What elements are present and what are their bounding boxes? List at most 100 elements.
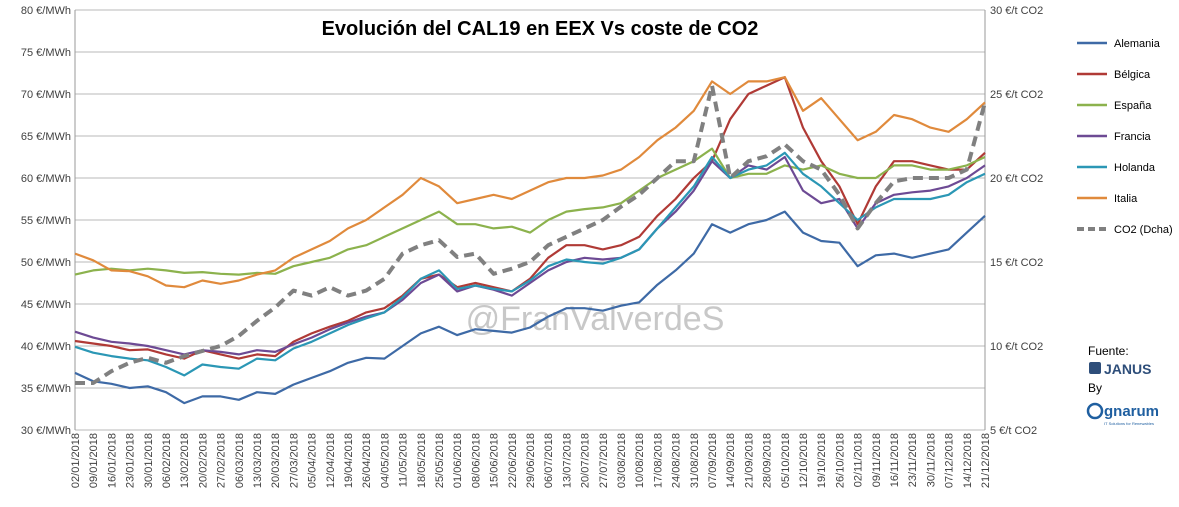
x-tick-label: 19/04/2018 xyxy=(343,433,355,488)
x-tick-label: 01/06/2018 xyxy=(452,433,464,488)
series-line-holanda xyxy=(74,151,986,377)
x-tick-label: 28/09/2018 xyxy=(762,433,774,488)
x-tick-label: 09/11/2018 xyxy=(871,433,883,487)
x-tick-label: 22/06/2018 xyxy=(507,433,519,488)
left-tick-label: 75 €/MWh xyxy=(21,47,71,59)
x-tick-label: 12/10/2018 xyxy=(798,433,810,488)
gnarum-logo-icon xyxy=(1086,402,1104,420)
x-tick-label: 20/02/2018 xyxy=(197,433,209,488)
left-axis: 30 €/MWh 35 €/MWh 40 €/MWh 45 €/MWh 50 €/MWh… xyxy=(21,5,71,437)
x-tick-label: 11/05/2018 xyxy=(398,433,410,487)
x-tick-label: 06/02/2018 xyxy=(161,433,173,488)
gnarum-logo: gnarum IT Solutions for Renewables xyxy=(1086,402,1159,426)
x-tick-label: 05/04/2018 xyxy=(307,433,319,488)
x-tick-label: 03/08/2018 xyxy=(616,433,628,488)
gnarum-logo-text: gnarum xyxy=(1104,403,1159,420)
x-tick-label: 13/07/2018 xyxy=(561,433,573,488)
x-tick-label: 14/09/2018 xyxy=(725,433,737,488)
legend-label: CO2 (Dcha) xyxy=(1114,224,1173,236)
series-line-alemania xyxy=(74,210,986,405)
legend-label: Francia xyxy=(1114,131,1152,143)
series-lines xyxy=(74,76,987,405)
legend-label: España xyxy=(1114,100,1152,112)
chart-title: Evolución del CAL19 en EEX Vs coste de C… xyxy=(322,18,759,40)
janus-logo-icon xyxy=(1089,362,1101,374)
x-tick-label: 26/04/2018 xyxy=(361,433,373,488)
x-tick-label: 27/07/2018 xyxy=(598,433,610,488)
left-tick-label: 30 €/MWh xyxy=(21,425,71,437)
x-tick-label: 02/11/2018 xyxy=(853,433,865,487)
x-tick-label: 06/07/2018 xyxy=(543,433,555,488)
left-tick-label: 80 €/MWh xyxy=(21,5,71,17)
x-tick-label: 23/11/2018 xyxy=(907,433,919,487)
x-tick-label: 15/06/2018 xyxy=(489,433,501,488)
x-tick-label: 14/12/2018 xyxy=(962,433,974,488)
x-tick-label: 16/11/2018 xyxy=(889,433,901,487)
right-tick-label: 25 €/t CO2 xyxy=(990,89,1043,101)
right-tick-label: 15 €/t CO2 xyxy=(990,257,1043,269)
right-tick-label: 20 €/t CO2 xyxy=(990,173,1043,185)
x-tick-label: 27/02/2018 xyxy=(216,433,228,488)
x-tick-label: 20/03/2018 xyxy=(270,433,282,488)
janus-logo: JANUS xyxy=(1089,361,1151,377)
x-tick-label: 02/01/2018 xyxy=(70,433,82,488)
by-label: By xyxy=(1088,381,1102,395)
x-tick-label: 17/08/2018 xyxy=(652,433,664,488)
x-tick-label: 25/05/2018 xyxy=(434,433,446,488)
x-tick-label: 23/01/2018 xyxy=(125,433,137,488)
series-line-francia xyxy=(74,155,986,356)
right-tick-label: 30 €/t CO2 xyxy=(990,5,1043,17)
source-block: Fuente: JANUS By gnarum IT Solutions for… xyxy=(1086,344,1159,426)
x-tick-label: 18/05/2018 xyxy=(416,433,428,488)
series-line-b-lgica xyxy=(74,76,986,360)
x-tick-label: 31/08/2018 xyxy=(689,433,701,488)
x-axis: 02/01/2018 09/01/2018 16/01/2018 23/01/2018… xyxy=(70,433,992,488)
x-tick-label: 16/01/2018 xyxy=(106,433,118,488)
series-line-italia xyxy=(74,76,986,289)
left-tick-label: 45 €/MWh xyxy=(21,299,71,311)
left-tick-label: 70 €/MWh xyxy=(21,89,71,101)
gnarum-tagline: IT Solutions for Renewables xyxy=(1104,421,1154,426)
x-tick-label: 12/04/2018 xyxy=(325,433,337,488)
source-label: Fuente: xyxy=(1088,344,1129,358)
x-tick-label: 07/09/2018 xyxy=(707,433,719,488)
x-tick-label: 09/01/2018 xyxy=(88,433,100,488)
legend-label: Holanda xyxy=(1114,162,1156,174)
series-line-espa-a xyxy=(74,147,986,276)
x-tick-label: 29/06/2018 xyxy=(525,433,537,488)
left-tick-label: 35 €/MWh xyxy=(21,383,71,395)
left-tick-label: 60 €/MWh xyxy=(21,173,71,185)
left-tick-label: 55 €/MWh xyxy=(21,215,71,227)
legend-label: Bélgica xyxy=(1114,69,1151,81)
x-tick-label: 20/07/2018 xyxy=(580,433,592,488)
x-tick-label: 07/12/2018 xyxy=(944,433,956,488)
left-tick-label: 50 €/MWh xyxy=(21,257,71,269)
right-tick-label: 10 €/t CO2 xyxy=(990,341,1043,353)
right-tick-label: 5 €/t CO2 xyxy=(990,425,1037,437)
right-axis: 5 €/t CO2 10 €/t CO2 15 €/t CO2 20 €/t CO2 2… xyxy=(990,5,1043,437)
janus-logo-text: JANUS xyxy=(1104,361,1151,377)
legend-label: Italia xyxy=(1114,193,1138,205)
x-tick-label: 13/03/2018 xyxy=(252,433,264,488)
x-tick-label: 26/10/2018 xyxy=(834,433,846,488)
x-tick-label: 13/02/2018 xyxy=(179,433,191,488)
x-tick-label: 30/01/2018 xyxy=(143,433,155,488)
legend: Alemania Bélgica España Francia Holanda Itali… xyxy=(1077,38,1173,236)
x-tick-label: 21/12/2018 xyxy=(980,433,992,488)
legend-label: Alemania xyxy=(1114,38,1161,50)
left-tick-label: 65 €/MWh xyxy=(21,131,71,143)
x-tick-label: 24/08/2018 xyxy=(671,433,683,488)
x-tick-label: 08/06/2018 xyxy=(470,433,482,488)
x-tick-label: 04/05/2018 xyxy=(379,433,391,488)
x-tick-label: 30/11/2018 xyxy=(925,433,937,487)
x-tick-label: 10/08/2018 xyxy=(634,433,646,488)
left-tick-label: 40 €/MWh xyxy=(21,341,71,353)
x-tick-label: 19/10/2018 xyxy=(816,433,828,488)
x-tick-label: 21/09/2018 xyxy=(743,433,755,488)
x-tick-label: 27/03/2018 xyxy=(288,433,300,488)
x-tick-label: 06/03/2018 xyxy=(234,433,246,488)
gridlines xyxy=(74,9,986,431)
x-tick-label: 05/10/2018 xyxy=(780,433,792,488)
series-line-co2-dcha xyxy=(75,83,987,385)
